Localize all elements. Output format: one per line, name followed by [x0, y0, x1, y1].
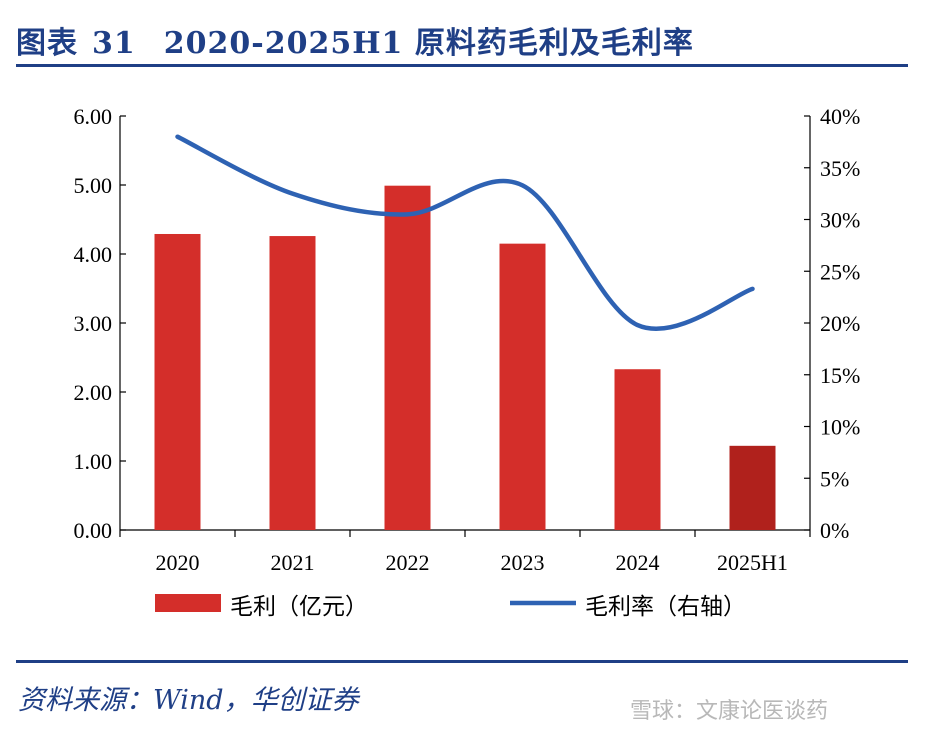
source-note: 资料来源：Wind，华创证券 [18, 685, 359, 716]
y-right-tick-label: 30% [820, 208, 860, 233]
y-right-tick-label: 10% [820, 415, 860, 440]
x-tick-label: 2025H1 [717, 550, 788, 575]
legend-line-label: 毛利率（右轴） [585, 594, 746, 620]
header-rule [16, 64, 908, 67]
y-left-tick-label: 4.00 [74, 242, 113, 267]
y-left-tick-label: 0.00 [74, 518, 113, 543]
y-right-tick-label: 0% [820, 518, 849, 543]
bar-gross-profit [154, 233, 201, 531]
y-left-tick-label: 3.00 [74, 311, 113, 336]
bar-gross-profit [729, 445, 776, 530]
y-right-tick-label: 5% [820, 466, 849, 491]
y-right-tick-label: 15% [820, 363, 860, 388]
legend-bar-swatch [155, 594, 221, 612]
y-left-tick-label: 1.00 [74, 449, 113, 474]
y-left-tick-label: 2.00 [74, 380, 113, 405]
figure-number: 31 [92, 26, 136, 61]
figure-title: 图表 31 2020-2025H1 原料药毛利及毛利率 [16, 18, 694, 62]
y-right-tick-label: 40% [820, 104, 860, 129]
watermark: 雪球：文康论医谈药 [630, 699, 829, 724]
bar-gross-profit [499, 243, 546, 530]
figure-caption: 2020-2025H1 原料药毛利及毛利率 [163, 26, 694, 61]
x-tick-label: 2020 [156, 550, 200, 575]
y-right-tick-label: 20% [820, 311, 860, 336]
bar-gross-profit [269, 236, 316, 530]
legend-bar-label: 毛利（亿元） [230, 594, 368, 620]
x-tick-label: 2022 [386, 550, 430, 575]
y-right-tick-label: 35% [820, 156, 860, 181]
y-right-tick-label: 25% [820, 259, 860, 284]
bar-gross-profit [384, 185, 431, 530]
line-gross-margin [175, 134, 755, 332]
footer-rule [16, 660, 908, 663]
y-left-tick-label: 6.00 [74, 104, 113, 129]
figure-label: 图表 [16, 26, 78, 61]
y-left-tick-label: 5.00 [74, 173, 113, 198]
chart: 0.00 1.00 2.00 3.00 4.00 5.00 6.00 0% 5% 10% 15% 20… [74, 104, 861, 620]
x-tick-label: 2021 [271, 550, 315, 575]
x-tick-label: 2024 [616, 550, 660, 575]
x-tick-label: 2023 [501, 550, 545, 575]
bar-gross-profit [614, 369, 661, 530]
